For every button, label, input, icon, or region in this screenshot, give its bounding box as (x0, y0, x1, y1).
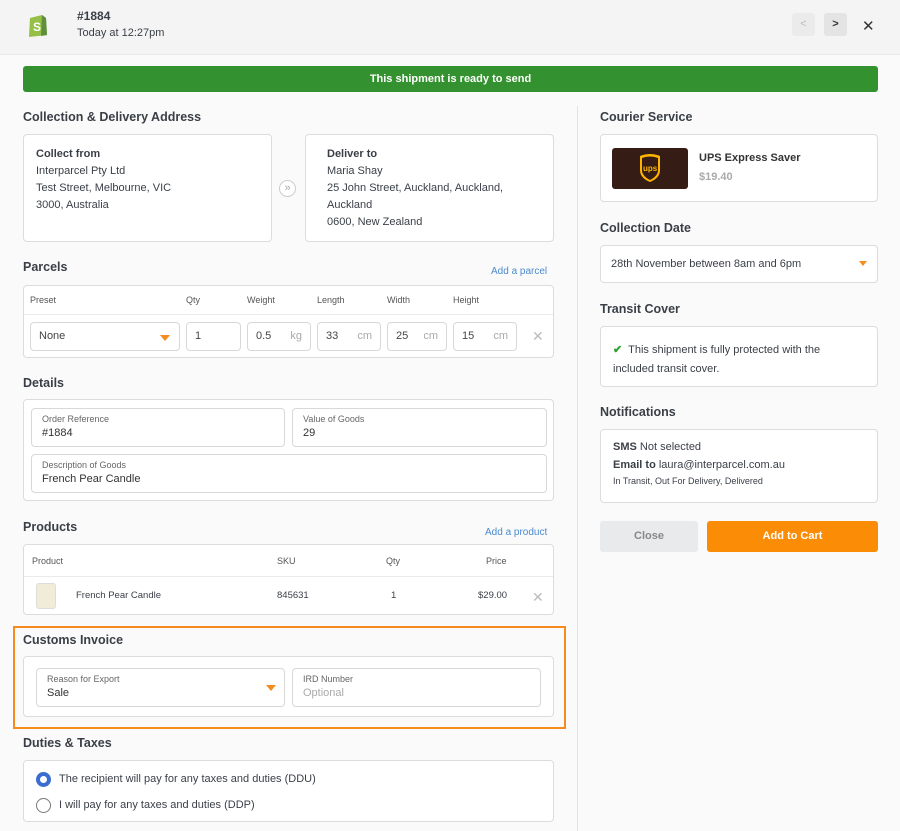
order-number: #1884 (77, 9, 111, 23)
remove-parcel-icon[interactable]: ✕ (532, 328, 544, 344)
product-qty: 1 (391, 590, 397, 601)
radio-checked-icon (36, 772, 51, 787)
notifications-title: Notifications (600, 405, 676, 419)
collection-date-select[interactable]: 28th November between 8am and 6pm (600, 245, 878, 283)
duties-card: The recipient will pay for any taxes and… (23, 760, 554, 822)
details-title: Details (23, 376, 64, 390)
divider (577, 106, 578, 831)
transit-text: included transit cover. (613, 363, 720, 375)
column-header: Height (453, 295, 480, 305)
customs-card: Reason for Export Sale IRD Number Optional (23, 656, 554, 717)
column-header: Length (317, 295, 345, 305)
transit-cover-card: ✔ This shipment is fully protected with … (600, 326, 878, 387)
height-input[interactable]: 15 cm (453, 322, 517, 351)
deliver-to-card: Deliver to Maria Shay 25 John Street, Au… (305, 134, 554, 242)
products-table: Product SKU Qty Price French Pear Candle… (23, 544, 554, 615)
parcels-title: Parcels (23, 260, 68, 274)
address-line: Interparcel Pty Ltd (36, 165, 126, 177)
courier-card[interactable]: ups UPS Express Saver $19.40 (600, 134, 878, 202)
add-parcel-link[interactable]: Add a parcel (491, 266, 548, 277)
svg-text:S: S (33, 20, 41, 34)
weight-input[interactable]: 0.5 kg (247, 322, 311, 351)
next-button[interactable]: > (824, 13, 847, 36)
radio-unchecked-icon (36, 798, 51, 813)
duties-title: Duties & Taxes (23, 736, 112, 750)
courier-title: Courier Service (600, 110, 693, 124)
preset-select[interactable]: None (30, 322, 180, 351)
products-title: Products (23, 520, 78, 534)
customs-highlight (13, 626, 566, 729)
column-header: Qty (386, 556, 401, 566)
customs-title: Customs Invoice (23, 633, 124, 647)
address-line: Test Street, Melbourne, VIC (36, 182, 172, 194)
preset-value: None (39, 330, 66, 342)
dropdown-arrow-icon (859, 261, 867, 266)
column-header: Preset (30, 295, 57, 305)
reason-for-export-select[interactable]: Reason for Export Sale (36, 668, 285, 707)
prev-button[interactable]: < (792, 13, 815, 36)
order-time: Today at 12:27pm (77, 27, 165, 39)
collection-date-value: 28th November between 8am and 6pm (611, 258, 802, 270)
description-field[interactable]: Description of Goods French Pear Candle (31, 454, 547, 493)
address-title: Collection & Delivery Address (23, 110, 202, 124)
order-reference-field[interactable]: Order Reference #1884 (31, 408, 285, 447)
address-line: Maria Shay (327, 165, 383, 177)
column-header: Weight (247, 295, 275, 305)
shopify-logo-icon: S (29, 15, 47, 37)
status-banner: This shipment is ready to send (23, 66, 878, 92)
close-button[interactable]: Close (600, 521, 698, 552)
product-thumbnail (36, 583, 56, 609)
courier-price: $19.40 (699, 171, 733, 183)
transit-text: This shipment is fully protected with th… (628, 344, 821, 356)
dropdown-arrow-icon (160, 335, 170, 341)
parcels-table: Preset Qty Weight Length Width Height No… (23, 285, 554, 358)
courier-name: UPS Express Saver (699, 152, 801, 164)
column-header: Qty (186, 295, 201, 305)
address-line: Auckland (327, 199, 373, 211)
collect-from-title: Collect from (36, 148, 101, 160)
column-header: Product (32, 556, 64, 566)
dropdown-arrow-icon (266, 685, 276, 691)
notifications-card: SMS Not selected Email to laura@interpar… (600, 429, 878, 503)
column-header: Price (486, 556, 507, 566)
check-icon: ✔ (613, 344, 623, 356)
close-icon[interactable]: ✕ (862, 18, 875, 35)
value-of-goods-field[interactable]: Value of Goods 29 (292, 408, 547, 447)
details-card: Order Reference #1884 Value of Goods 29 De… (23, 399, 554, 501)
width-input[interactable]: 25 cm (387, 322, 447, 351)
arrow-icon: » (279, 180, 296, 197)
product-name: French Pear Candle (76, 590, 162, 601)
header: S #1884 Today at 12:27pm < > ✕ (0, 0, 900, 55)
svg-text:ups: ups (643, 164, 658, 173)
column-header: Width (387, 295, 411, 305)
ird-number-input[interactable]: IRD Number Optional (292, 668, 541, 707)
product-sku: 845631 (277, 590, 309, 601)
address-line: 0600, New Zealand (327, 216, 423, 228)
add-product-link[interactable]: Add a product (485, 527, 548, 538)
collection-date-title: Collection Date (600, 221, 691, 235)
length-input[interactable]: 33 cm (317, 322, 381, 351)
deliver-to-title: Deliver to (327, 148, 378, 160)
add-to-cart-button[interactable]: Add to Cart (707, 521, 878, 552)
ups-logo: ups (612, 148, 688, 189)
qty-input[interactable]: 1 (186, 322, 241, 351)
collect-from-card: Collect from Interparcel Pty Ltd Test St… (23, 134, 272, 242)
address-line: 3000, Australia (36, 199, 109, 211)
product-price: $29.00 (478, 590, 508, 601)
remove-product-icon[interactable]: ✕ (532, 589, 544, 605)
address-line: 25 John Street, Auckland, Auckland, (327, 182, 504, 194)
column-header: SKU (277, 556, 296, 566)
transit-cover-title: Transit Cover (600, 302, 680, 316)
